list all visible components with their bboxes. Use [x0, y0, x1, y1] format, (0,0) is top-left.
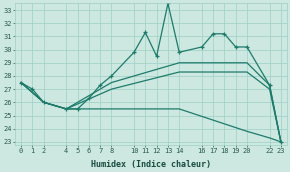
X-axis label: Humidex (Indice chaleur): Humidex (Indice chaleur): [91, 159, 211, 169]
